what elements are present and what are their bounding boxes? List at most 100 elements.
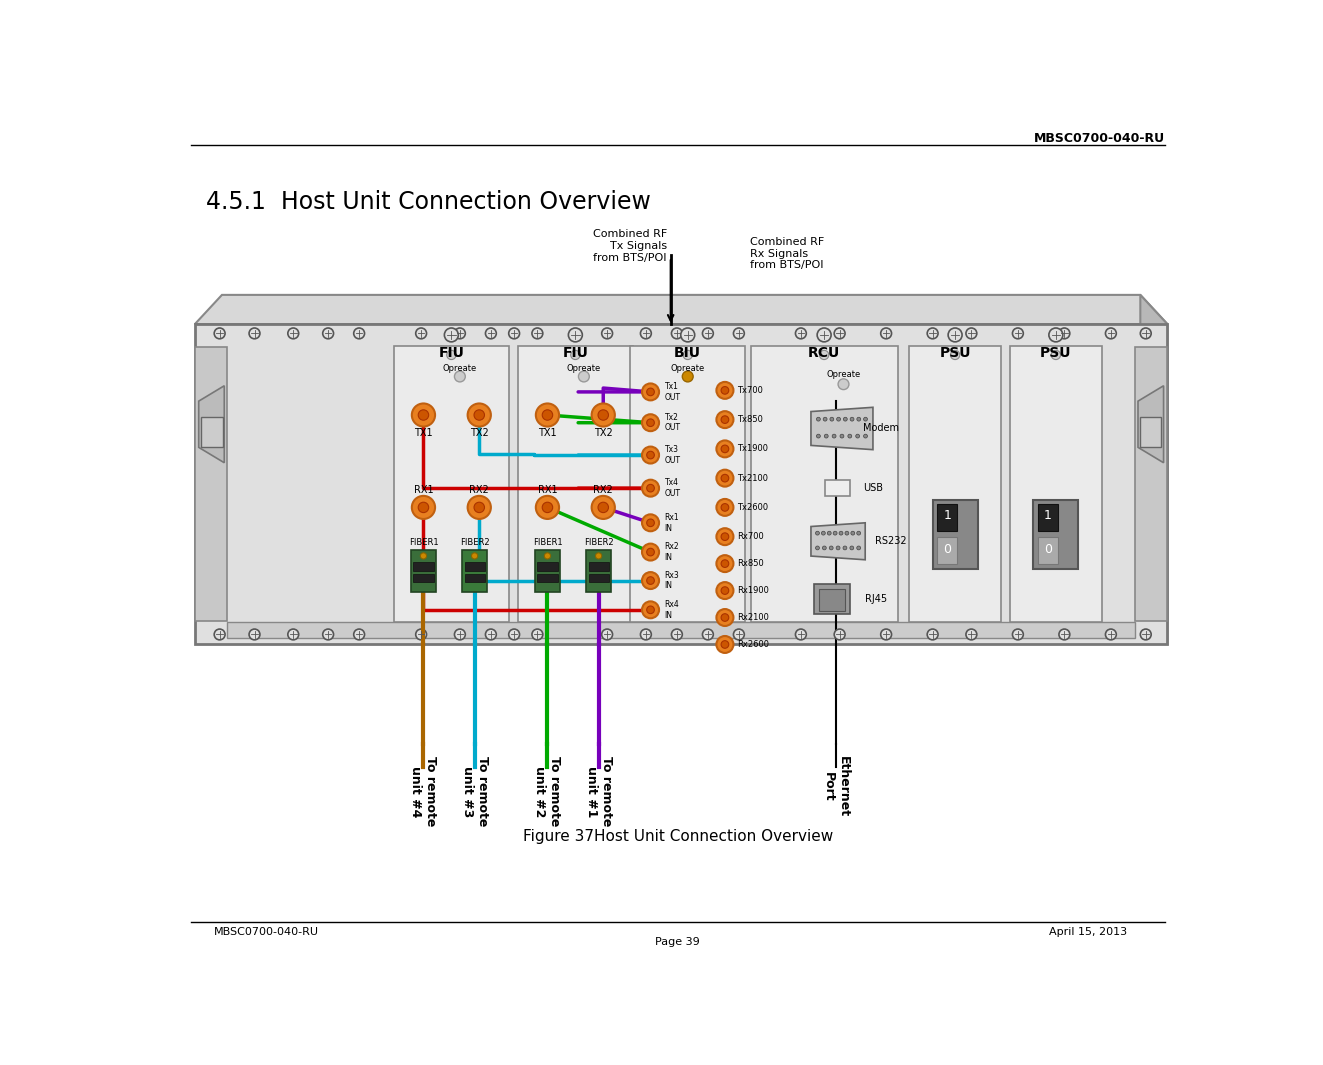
- Text: Combined RF
Tx Signals
from BTS/POI: Combined RF Tx Signals from BTS/POI: [593, 229, 667, 263]
- Text: Rx1900: Rx1900: [737, 586, 769, 595]
- Text: 1: 1: [943, 509, 951, 522]
- Text: Rx2100: Rx2100: [737, 613, 769, 622]
- Bar: [1033, 499, 1078, 569]
- Bar: [819, 589, 845, 610]
- Circle shape: [830, 546, 833, 550]
- Circle shape: [415, 629, 426, 640]
- Circle shape: [836, 546, 840, 550]
- Text: FIBER2: FIBER2: [460, 538, 490, 546]
- Text: Rx850: Rx850: [737, 559, 765, 568]
- Text: April 15, 2013: April 15, 2013: [1049, 927, 1127, 937]
- Circle shape: [570, 350, 579, 360]
- Circle shape: [418, 503, 429, 512]
- Circle shape: [733, 629, 745, 640]
- Bar: [937, 537, 958, 563]
- Circle shape: [214, 629, 225, 640]
- Text: RX1: RX1: [414, 486, 433, 495]
- Circle shape: [411, 496, 435, 519]
- Circle shape: [851, 531, 855, 535]
- Circle shape: [848, 435, 852, 438]
- Circle shape: [849, 546, 853, 550]
- Circle shape: [681, 328, 695, 342]
- Bar: [534, 550, 560, 592]
- Circle shape: [353, 629, 365, 640]
- Circle shape: [642, 514, 659, 531]
- Text: Tx850: Tx850: [737, 415, 763, 424]
- Circle shape: [454, 328, 466, 339]
- Bar: [228, 622, 1135, 638]
- Circle shape: [642, 602, 659, 619]
- Circle shape: [721, 504, 729, 511]
- Circle shape: [840, 435, 844, 438]
- Circle shape: [824, 435, 828, 438]
- Circle shape: [818, 328, 831, 342]
- Circle shape: [647, 606, 655, 613]
- Circle shape: [843, 546, 847, 550]
- Bar: [1011, 346, 1102, 622]
- Text: Rx4
IN: Rx4 IN: [664, 600, 679, 620]
- Text: To remote
unit #1: To remote unit #1: [585, 756, 613, 826]
- Circle shape: [837, 379, 849, 390]
- Bar: [411, 550, 435, 592]
- Circle shape: [454, 371, 466, 382]
- Text: Rx2
IN: Rx2 IN: [664, 542, 679, 561]
- Circle shape: [569, 328, 582, 342]
- Circle shape: [839, 531, 843, 535]
- Text: MBSC0700-040-RU: MBSC0700-040-RU: [1035, 132, 1166, 145]
- Circle shape: [816, 435, 820, 438]
- Circle shape: [815, 546, 819, 550]
- Text: TX1: TX1: [538, 428, 557, 439]
- Circle shape: [827, 531, 831, 535]
- Circle shape: [642, 414, 659, 431]
- Circle shape: [445, 328, 458, 342]
- Circle shape: [595, 553, 602, 559]
- Text: 4.5.1  Host Unit Connection Overview: 4.5.1 Host Unit Connection Overview: [205, 191, 651, 214]
- Text: FIU: FIU: [562, 346, 589, 360]
- Text: Ethernet
Port: Ethernet Port: [822, 756, 849, 817]
- Circle shape: [647, 388, 655, 396]
- Circle shape: [672, 629, 683, 640]
- Text: Opreate: Opreate: [827, 371, 861, 379]
- Text: Tx2600: Tx2600: [737, 503, 769, 512]
- Bar: [413, 562, 434, 571]
- Polygon shape: [194, 295, 1167, 324]
- Bar: [537, 574, 557, 583]
- Circle shape: [835, 629, 845, 640]
- Polygon shape: [811, 407, 873, 449]
- Circle shape: [486, 629, 496, 640]
- Circle shape: [542, 503, 553, 512]
- Circle shape: [830, 417, 833, 421]
- Bar: [201, 416, 222, 447]
- Circle shape: [640, 328, 651, 339]
- Circle shape: [950, 350, 959, 360]
- Bar: [1039, 537, 1058, 563]
- Circle shape: [721, 641, 729, 649]
- Circle shape: [536, 404, 560, 427]
- Bar: [933, 499, 978, 569]
- Bar: [909, 346, 1000, 622]
- Circle shape: [832, 435, 836, 438]
- Circle shape: [1052, 350, 1061, 360]
- Circle shape: [703, 328, 713, 339]
- Circle shape: [411, 404, 435, 427]
- Circle shape: [864, 435, 868, 438]
- Bar: [630, 346, 745, 622]
- Circle shape: [1049, 328, 1062, 342]
- Circle shape: [1140, 629, 1151, 640]
- Text: USB: USB: [863, 484, 882, 493]
- Circle shape: [716, 441, 733, 457]
- Circle shape: [642, 383, 659, 400]
- Bar: [194, 324, 1167, 643]
- Text: Rx700: Rx700: [737, 532, 765, 541]
- Circle shape: [795, 328, 806, 339]
- Text: Opreate: Opreate: [443, 364, 478, 374]
- Circle shape: [1140, 328, 1151, 339]
- Text: MBSC0700-040-RU: MBSC0700-040-RU: [213, 927, 319, 937]
- Text: RX2: RX2: [470, 486, 490, 495]
- Circle shape: [591, 496, 615, 519]
- Circle shape: [1012, 629, 1023, 640]
- Circle shape: [927, 629, 938, 640]
- Text: To remote
unit #2: To remote unit #2: [533, 756, 561, 826]
- Circle shape: [471, 553, 478, 559]
- Circle shape: [447, 350, 456, 360]
